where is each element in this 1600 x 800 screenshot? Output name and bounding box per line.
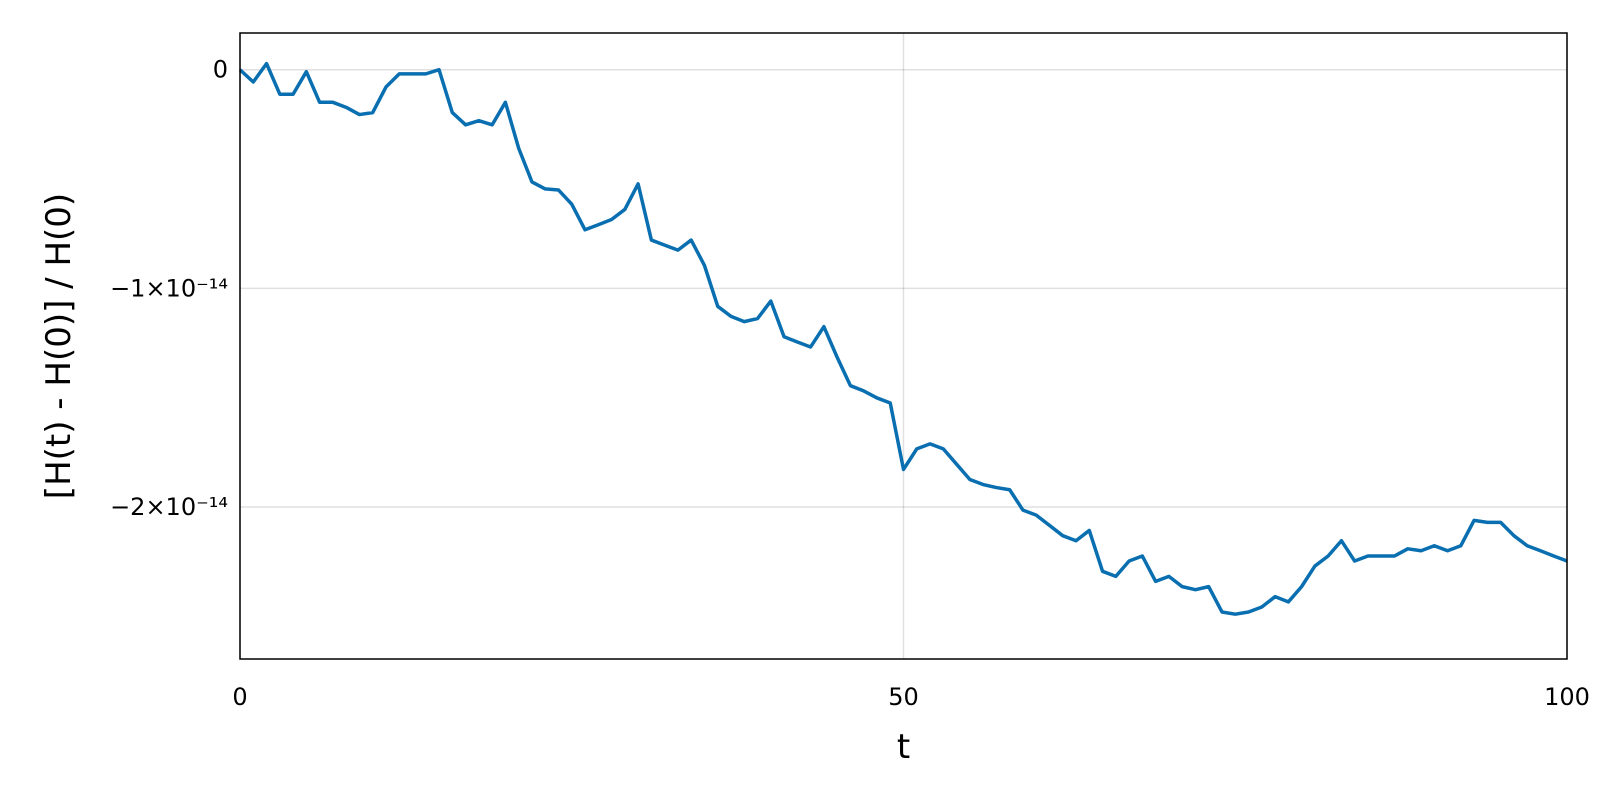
y-axis-label: [H(t) - H(0)] / H(0) — [39, 193, 79, 499]
x-tick-label: 0 — [232, 683, 247, 711]
x-tick-label: 50 — [888, 683, 919, 711]
y-tick-label: −2×10⁻¹⁴ — [110, 493, 228, 521]
x-tick-label: 100 — [1544, 683, 1590, 711]
x-axis-label: t — [897, 727, 910, 767]
y-tick-label: 0 — [213, 56, 228, 84]
y-tick-label: −1×10⁻¹⁴ — [110, 274, 228, 302]
axes-frame — [239, 32, 1568, 660]
grid — [239, 33, 1568, 659]
data-line — [238, 61, 1568, 616]
plot-area — [238, 61, 1568, 616]
